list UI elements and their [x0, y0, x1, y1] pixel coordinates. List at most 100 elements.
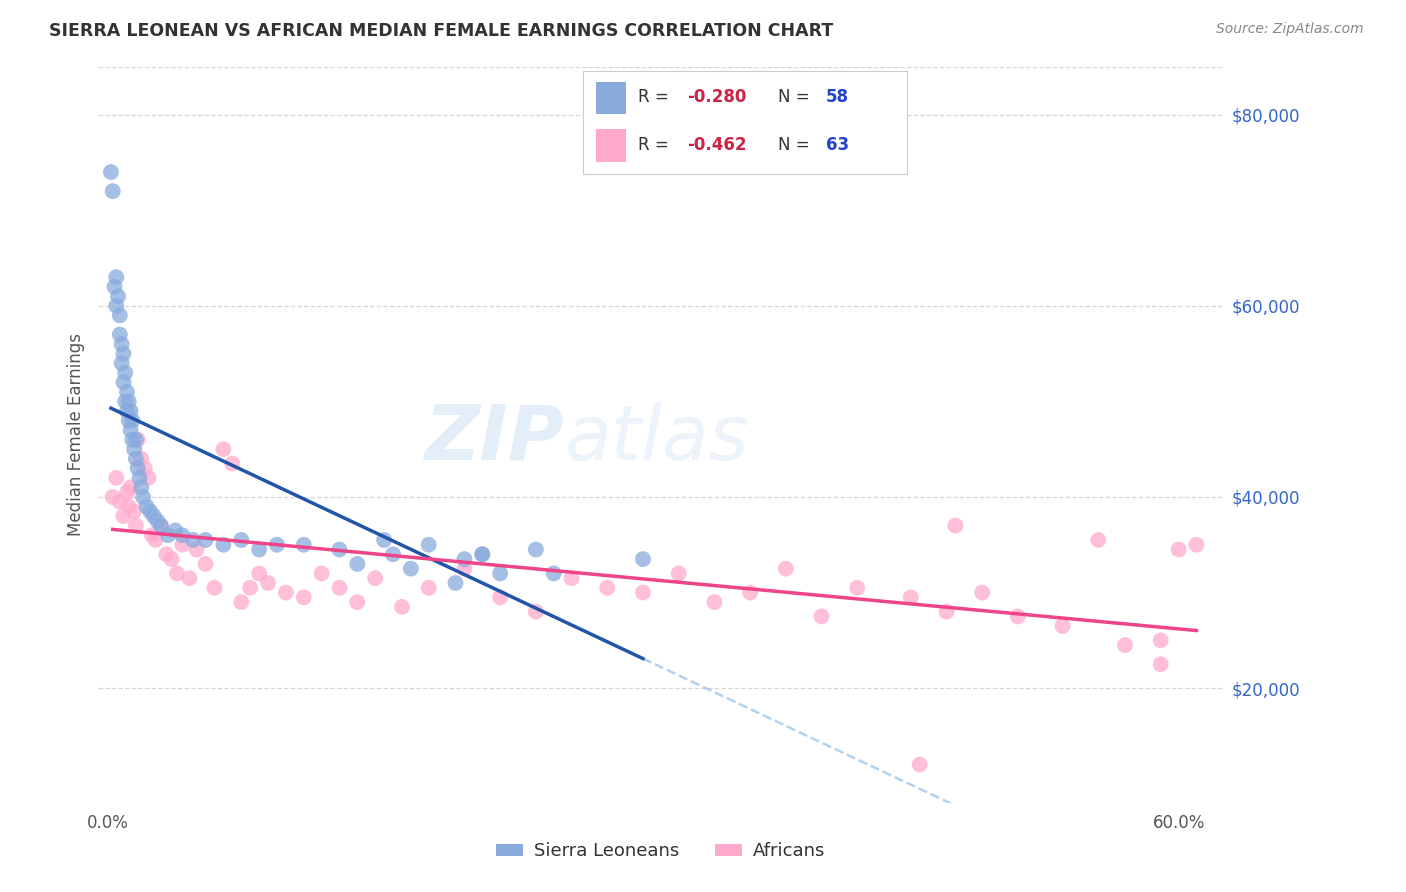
Point [775, 562, 797, 576]
Point [127, 433, 149, 447]
Point [908, 757, 931, 772]
Point [172, 538, 194, 552]
Point [145, 533, 167, 547]
Point [1007, 609, 1029, 624]
Point [194, 533, 217, 547]
Point [157, 528, 180, 542]
Point [231, 595, 253, 609]
Point [239, 581, 262, 595]
Text: R =: R = [638, 136, 675, 154]
Point [111, 356, 134, 370]
Point [453, 552, 475, 566]
Point [120, 480, 142, 494]
Point [181, 533, 204, 547]
Point [134, 461, 156, 475]
Point [382, 547, 405, 561]
Point [114, 394, 136, 409]
Point [118, 394, 141, 409]
Point [631, 585, 654, 599]
Point [141, 528, 163, 542]
Point [489, 591, 512, 605]
Text: 58: 58 [827, 88, 849, 106]
Text: atlas: atlas [565, 401, 749, 475]
Text: R =: R = [638, 88, 675, 106]
Point [391, 599, 413, 614]
Point [418, 538, 440, 552]
Point [105, 270, 128, 285]
Point [139, 504, 162, 518]
Point [945, 518, 967, 533]
Point [972, 585, 994, 599]
Point [703, 595, 725, 609]
Point [115, 485, 138, 500]
Point [204, 581, 226, 595]
Point [165, 524, 187, 538]
Point [166, 566, 188, 581]
Point [524, 542, 547, 557]
Point [155, 547, 177, 561]
Point [138, 471, 160, 485]
Point [810, 609, 832, 624]
Legend: Sierra Leoneans, Africans: Sierra Leoneans, Africans [489, 835, 832, 867]
Point [172, 528, 194, 542]
Point [453, 562, 475, 576]
Point [221, 457, 243, 471]
Point [112, 346, 135, 360]
Point [346, 557, 368, 571]
Point [105, 471, 128, 485]
Point [1052, 619, 1074, 633]
Point [292, 538, 315, 552]
Text: 63: 63 [827, 136, 849, 154]
Point [846, 581, 869, 595]
Point [524, 605, 547, 619]
Point [179, 571, 201, 585]
Point [292, 591, 315, 605]
Text: Source: ZipAtlas.com: Source: ZipAtlas.com [1216, 22, 1364, 37]
Point [118, 413, 141, 427]
Point [101, 490, 124, 504]
Point [900, 591, 922, 605]
Point [418, 581, 440, 595]
Point [115, 384, 138, 399]
Point [328, 542, 350, 557]
Point [1150, 657, 1173, 672]
Point [129, 480, 152, 494]
Point [1150, 633, 1173, 648]
Text: SIERRA LEONEAN VS AFRICAN MEDIAN FEMALE EARNINGS CORRELATION CHART: SIERRA LEONEAN VS AFRICAN MEDIAN FEMALE … [49, 22, 834, 40]
Point [274, 585, 297, 599]
Point [101, 184, 124, 198]
Point [128, 471, 150, 485]
Point [120, 404, 142, 418]
Point [1114, 638, 1136, 652]
Point [118, 500, 141, 514]
Point [471, 547, 494, 561]
Point [100, 165, 122, 179]
Point [107, 289, 129, 303]
Point [142, 509, 165, 524]
Point [399, 562, 422, 576]
Point [160, 552, 183, 566]
Point [125, 518, 148, 533]
Point [543, 566, 565, 581]
Point [146, 514, 169, 528]
Text: -0.462: -0.462 [688, 136, 747, 154]
Point [489, 566, 512, 581]
Y-axis label: Median Female Earnings: Median Female Earnings [66, 334, 84, 536]
Bar [596, 81, 626, 114]
Point [935, 605, 957, 619]
Point [115, 404, 138, 418]
Point [125, 451, 148, 466]
Text: N =: N = [778, 88, 814, 106]
Text: -0.280: -0.280 [688, 88, 747, 106]
Point [112, 376, 135, 390]
Point [127, 461, 149, 475]
Point [212, 538, 235, 552]
Point [364, 571, 387, 585]
Point [247, 566, 270, 581]
Point [121, 433, 143, 447]
Point [111, 337, 134, 351]
Point [120, 423, 142, 437]
Text: ZIP: ZIP [426, 401, 565, 475]
Point [121, 413, 143, 427]
Point [114, 366, 136, 380]
